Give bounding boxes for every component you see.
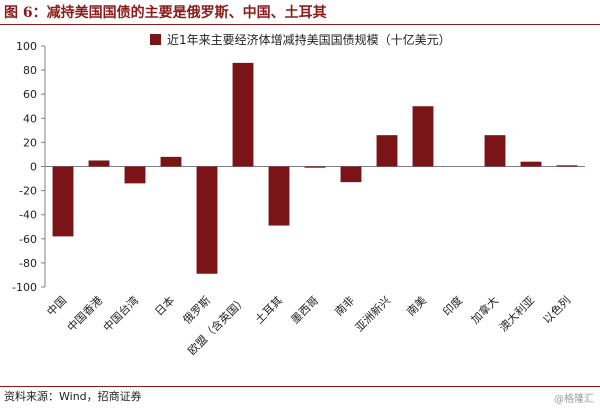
x-category-label: 加拿大: [468, 293, 501, 326]
bar-10: [376, 135, 398, 167]
bar-14: [520, 161, 542, 167]
y-tick-label: 0: [30, 161, 37, 174]
x-category-label: 以色列: [540, 293, 573, 326]
watermark: @格隆汇: [554, 394, 594, 405]
bar-3: [124, 166, 146, 184]
x-category-label: 墨西哥: [289, 294, 322, 327]
bar-11: [412, 106, 434, 167]
title-underline: [0, 24, 600, 25]
y-tick-label: 80: [23, 64, 37, 77]
source-note: 资料来源：Wind，招商证券: [4, 390, 142, 403]
bar-9: [340, 166, 362, 183]
y-tick-labels: -100 -80 -60 -40 -20 0 20 40 60 80 100: [12, 40, 37, 294]
x-category-label: 印度: [440, 293, 465, 318]
bar-13: [484, 135, 506, 167]
bar-6: [232, 62, 254, 167]
y-tick-label: 100: [16, 40, 37, 53]
x-category-label: 南非: [332, 294, 357, 319]
chart-bars: [52, 62, 578, 274]
bar-15: [556, 165, 578, 167]
figure-title: 图 6：减持美国国债的主要是俄罗斯、中国、土耳其: [4, 5, 327, 21]
bar-2: [88, 160, 110, 167]
bar-5: [196, 166, 218, 274]
x-category-label: 澳大利亚: [496, 293, 537, 334]
x-category-label: 南美: [404, 294, 429, 319]
y-tick-label: 60: [23, 88, 37, 101]
y-tick-label: -40: [19, 209, 37, 222]
legend-swatch: [150, 34, 161, 45]
x-category-label: 亚洲新兴: [352, 293, 393, 334]
x-category-label: 中国香港: [65, 294, 105, 334]
x-category-label: 日本: [152, 293, 177, 318]
chart-legend: 近1年来主要经济体增减持美国国债规模（十亿美元）: [150, 32, 451, 47]
y-tick-label: -20: [19, 185, 37, 198]
y-tick-label: 20: [23, 136, 37, 149]
bar-4: [160, 156, 182, 167]
footer-rule: [0, 386, 600, 387]
y-tick-label: -100: [12, 281, 37, 294]
bar-1: [52, 166, 74, 237]
x-category-label: 中国台湾: [100, 293, 141, 334]
x-category-label: 土耳其: [253, 294, 286, 327]
bar-8: [304, 166, 326, 168]
y-tick-label: -60: [19, 233, 37, 246]
x-category-label: 中国: [44, 294, 69, 319]
bar-7: [268, 166, 290, 226]
x-category-label: 俄罗斯: [181, 294, 214, 327]
y-tick-label: 40: [23, 112, 37, 125]
y-tick-label: -80: [19, 257, 37, 270]
legend-label: 近1年来主要经济体增减持美国国债规模（十亿美元）: [167, 32, 451, 47]
